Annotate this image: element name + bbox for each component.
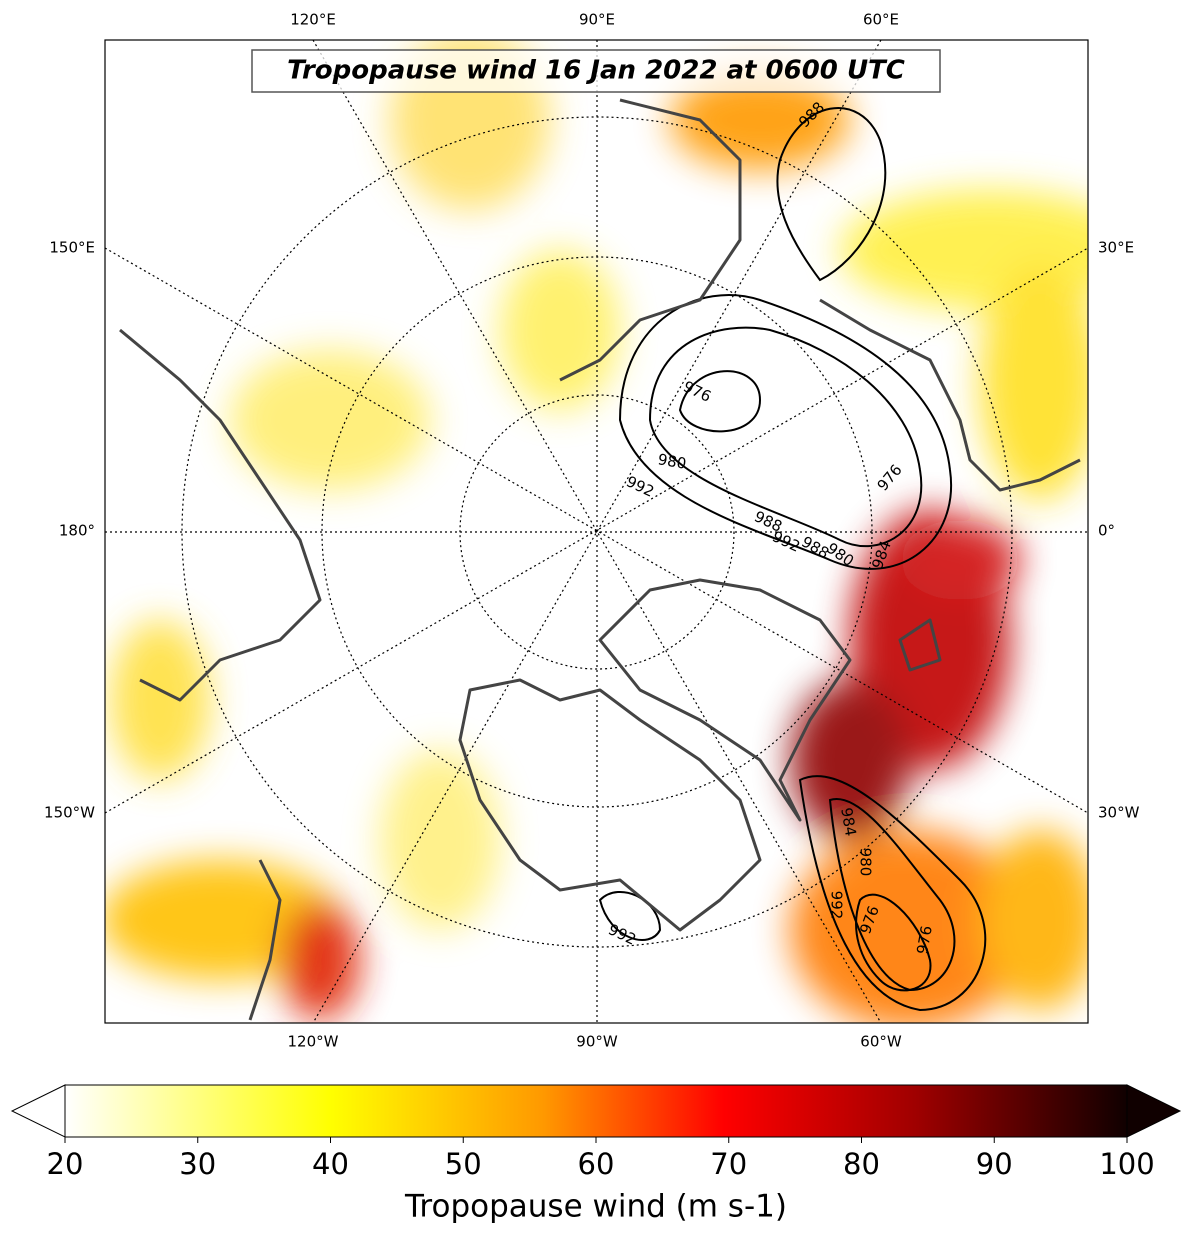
lon-label: 30°E (1098, 239, 1134, 257)
contour-label: 992 (828, 891, 846, 920)
colorbar-tick-label: 20 (47, 1147, 84, 1181)
contour-label: 980 (857, 848, 875, 877)
colorbar-tick-label: 40 (312, 1147, 349, 1181)
title-box (251, 49, 941, 93)
lon-label: 90°E (579, 11, 615, 29)
colorbar-tick-label: 90 (976, 1147, 1013, 1181)
colorbar-label: Tropopause wind (m s-1) (404, 1189, 787, 1225)
colorbar-tick-label: 100 (1099, 1147, 1154, 1181)
contour-label: 976 (913, 924, 936, 955)
contour-label: 984 (837, 806, 860, 837)
colorbar (64, 1084, 1128, 1138)
lon-label: 150°W (44, 804, 95, 822)
colorbar-extend-low (10, 1084, 66, 1138)
map-area (105, 40, 1088, 1023)
lon-label: 0° (1098, 522, 1115, 540)
lon-label: 120°W (288, 1033, 339, 1051)
lon-label: 60°W (860, 1033, 902, 1051)
colorbar-tick-label: 30 (179, 1147, 216, 1181)
colorbar-tick-label: 80 (843, 1147, 880, 1181)
lon-label: 60°E (863, 11, 899, 29)
map-frame (104, 39, 1089, 1024)
colorbar-extend-high (1126, 1084, 1182, 1138)
colorbar-tick-label: 70 (710, 1147, 747, 1181)
contour-label: 980 (656, 450, 687, 473)
lon-label: 90°W (576, 1033, 618, 1051)
lon-label: 30°W (1098, 804, 1140, 822)
lon-label: 120°E (290, 11, 336, 29)
colorbar-tick-label: 50 (445, 1147, 482, 1181)
map-title: Tropopause wind 16 Jan 2022 at 0600 UTC (287, 56, 905, 86)
lon-label: 150°E (49, 239, 95, 257)
lon-label: 180° (59, 522, 95, 540)
colorbar-tick-label: 60 (578, 1147, 615, 1181)
